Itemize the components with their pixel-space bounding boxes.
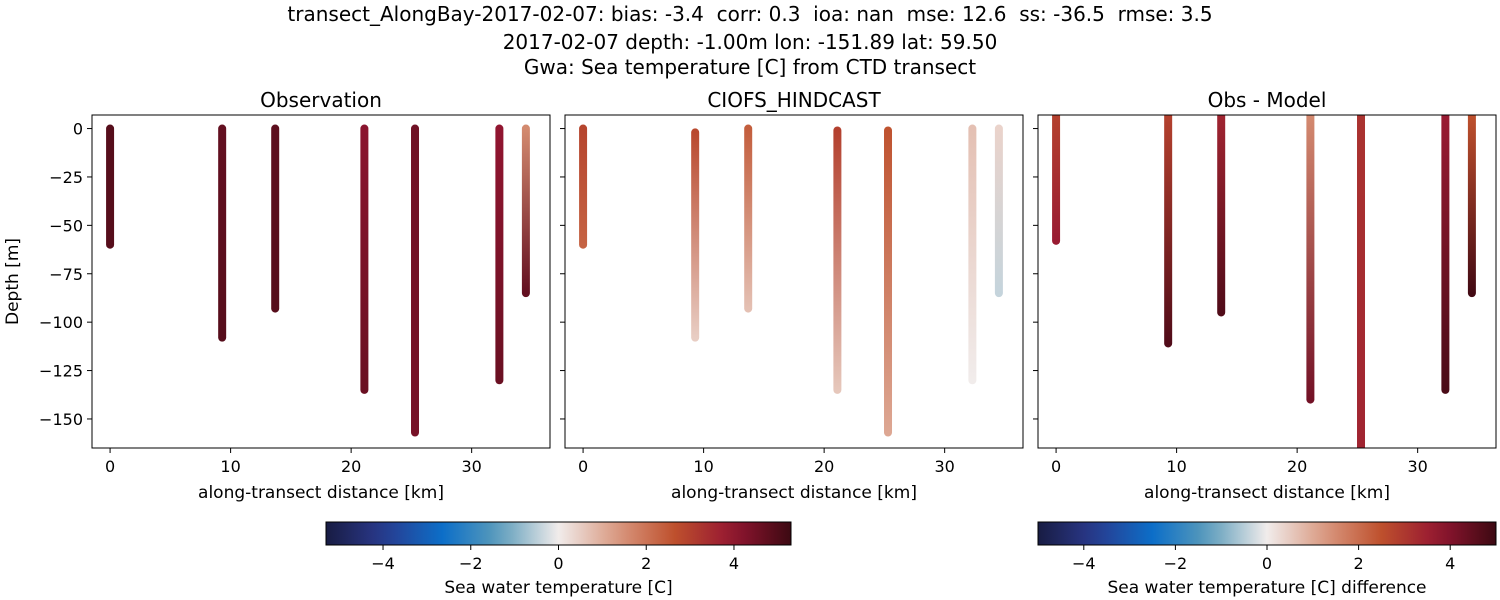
figure-title-line-3: Gwa: Sea temperature [C] from CTD transe… [523, 55, 977, 79]
y-tick-label: −100 [39, 313, 83, 332]
colorbar-1 [1037, 521, 1497, 546]
x-axis-label: along-transect distance [km] [1144, 483, 1390, 503]
colorbar-tick-label: −2 [459, 554, 483, 573]
colorbar-tick-label: −4 [1072, 554, 1096, 573]
colorbar-tick-label: 4 [1445, 554, 1455, 573]
colorbar-tick-label: 2 [1354, 554, 1364, 573]
y-tick-label: −150 [39, 410, 83, 429]
y-tick-label: −75 [49, 265, 83, 284]
y-axis-label: Depth [m] [3, 238, 23, 325]
figure-title-line-1: transect_AlongBay-2017-02-07: bias: -3.4… [287, 2, 1213, 26]
x-tick-label: 10 [1166, 457, 1186, 476]
panel-1-casts [579, 124, 1003, 437]
colorbar-0 [325, 521, 792, 546]
x-tick-label: 30 [1407, 457, 1427, 476]
colorbar-tick-label: 2 [641, 554, 651, 573]
panel-0-casts [106, 124, 530, 437]
x-axis-label: along-transect distance [km] [198, 483, 444, 503]
y-tick-label: −125 [39, 362, 83, 381]
x-tick-label: 0 [105, 457, 115, 476]
panel-title: Obs - Model [1208, 88, 1327, 112]
panel-1-frame [564, 114, 1024, 449]
panel-2-casts [1052, 115, 1476, 448]
x-tick-label: 20 [814, 457, 834, 476]
panel-0-frame [91, 114, 551, 449]
colorbar-tick-label: 0 [553, 554, 563, 573]
colorbar-tick-label: −4 [371, 554, 395, 573]
y-tick-label: −50 [49, 216, 83, 235]
panel-title: CIOFS_HINDCAST [707, 88, 881, 112]
colorbar-label: Sea water temperature [C] [444, 578, 672, 598]
x-tick-label: 30 [461, 457, 481, 476]
x-tick-label: 20 [1287, 457, 1307, 476]
y-tick-label: −25 [49, 168, 83, 187]
colorbar-tick-label: −2 [1164, 554, 1188, 573]
x-tick-label: 0 [1051, 457, 1061, 476]
panel-title: Observation [260, 88, 382, 112]
colorbar-label: Sea water temperature [C] difference [1107, 578, 1426, 598]
x-tick-label: 10 [220, 457, 240, 476]
y-tick-label: 0 [73, 120, 83, 139]
panel-2-frame [1037, 114, 1497, 449]
x-tick-label: 0 [578, 457, 588, 476]
colorbar-tick-label: 4 [729, 554, 739, 573]
colorbar-tick-label: 0 [1262, 554, 1272, 573]
figure-title-line-2: 2017-02-07 depth: -1.00m lon: -151.89 la… [502, 30, 998, 54]
x-tick-label: 30 [934, 457, 954, 476]
x-tick-label: 10 [693, 457, 713, 476]
x-axis-label: along-transect distance [km] [671, 483, 917, 503]
x-tick-label: 20 [341, 457, 361, 476]
